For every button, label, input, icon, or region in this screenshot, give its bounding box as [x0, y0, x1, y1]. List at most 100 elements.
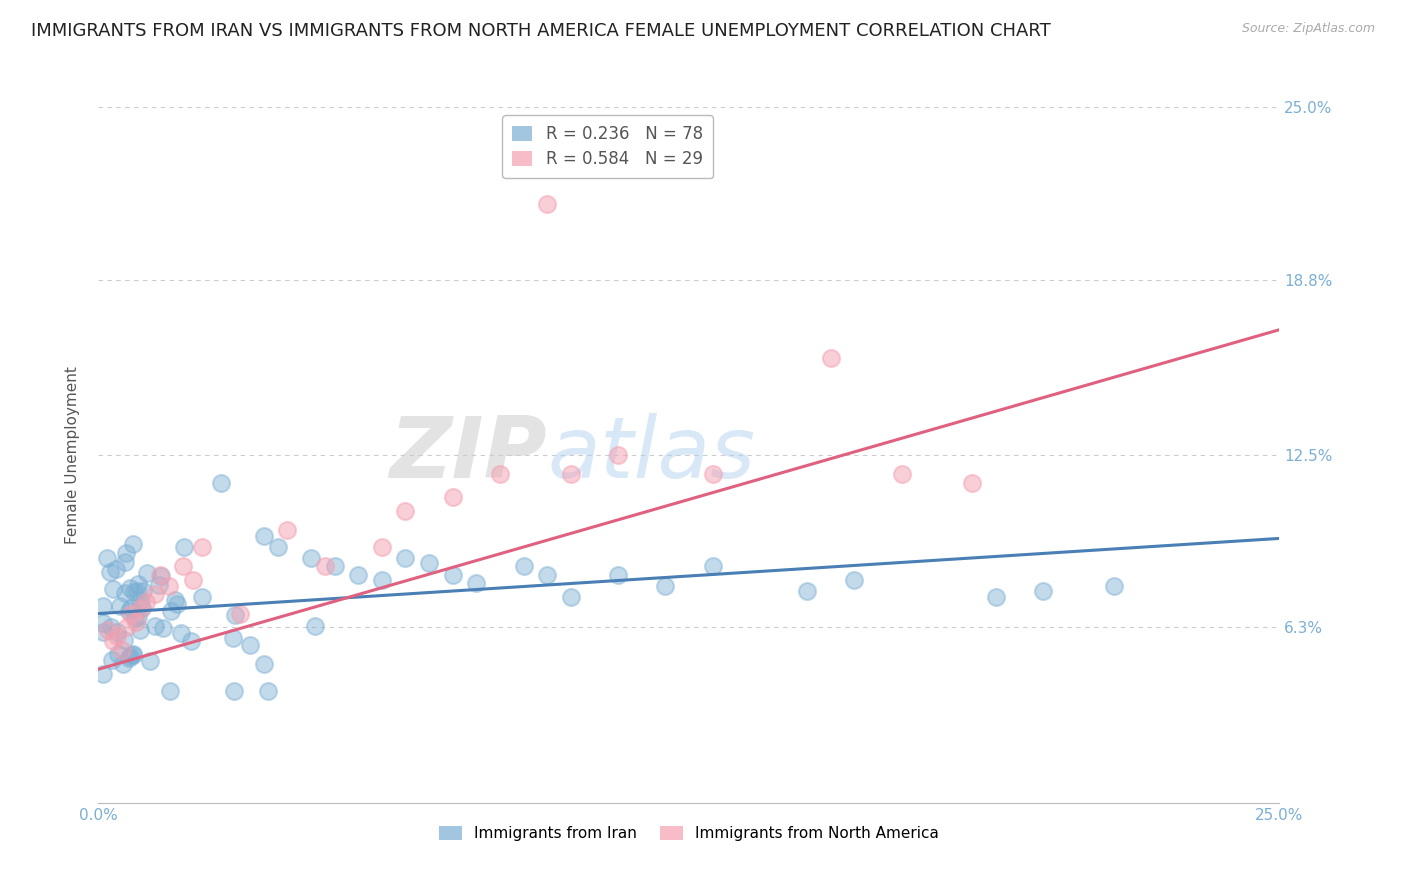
Point: [100, 620, 122, 634]
Point: [890, 467, 912, 482]
Point: [135, 595, 157, 609]
Point: [172, 559, 194, 574]
Point: [159, 684, 181, 698]
Point: [229, 607, 252, 621]
Point: [181, 573, 204, 587]
Point: [91, 625, 114, 640]
Point: [129, 601, 152, 615]
Point: [121, 648, 143, 663]
Point: [962, 475, 984, 490]
Point: [209, 475, 232, 490]
Point: [91, 615, 114, 630]
Point: [101, 653, 124, 667]
Point: [191, 540, 214, 554]
Point: [394, 550, 416, 565]
Point: [222, 631, 245, 645]
Point: [114, 555, 136, 569]
Point: [224, 684, 246, 698]
Point: [170, 626, 193, 640]
Point: [224, 608, 246, 623]
Point: [91, 599, 114, 613]
Point: [145, 619, 167, 633]
Point: [560, 467, 582, 482]
Point: [103, 582, 125, 596]
Point: [127, 577, 149, 591]
Point: [97, 624, 120, 638]
Point: [1032, 584, 1054, 599]
Point: [105, 629, 128, 643]
Point: [96, 551, 118, 566]
Point: [299, 550, 322, 565]
Point: [124, 611, 146, 625]
Point: [118, 649, 141, 664]
Point: [114, 546, 136, 560]
Point: [125, 615, 148, 629]
Point: [190, 590, 212, 604]
Point: [121, 537, 143, 551]
Point: [139, 654, 162, 668]
Point: [107, 648, 129, 662]
Point: [132, 583, 155, 598]
Point: [122, 647, 145, 661]
Point: [536, 567, 558, 582]
Point: [166, 598, 188, 612]
Point: [118, 650, 141, 665]
Y-axis label: Female Unemployment: Female Unemployment: [65, 366, 80, 544]
Point: [150, 569, 173, 583]
Point: [441, 567, 464, 582]
Point: [347, 567, 370, 582]
Point: [101, 634, 124, 648]
Point: [121, 607, 143, 621]
Point: [276, 523, 298, 537]
Text: Source: ZipAtlas.com: Source: ZipAtlas.com: [1241, 22, 1375, 36]
Point: [122, 584, 145, 599]
Point: [304, 619, 326, 633]
Point: [131, 601, 153, 615]
Point: [371, 540, 394, 554]
Text: atlas: atlas: [547, 413, 755, 497]
Point: [129, 624, 152, 638]
Point: [253, 528, 276, 542]
Point: [314, 559, 336, 574]
Point: [108, 599, 131, 614]
Point: [257, 684, 280, 698]
Point: [702, 559, 724, 574]
Point: [536, 197, 558, 211]
Point: [180, 634, 202, 648]
Point: [323, 559, 346, 574]
Point: [105, 624, 128, 639]
Point: [112, 657, 135, 671]
Point: [105, 562, 128, 576]
Point: [560, 590, 582, 604]
Point: [1102, 579, 1125, 593]
Point: [152, 621, 174, 635]
Point: [371, 573, 394, 587]
Point: [120, 600, 142, 615]
Point: [118, 582, 141, 596]
Point: [148, 578, 170, 592]
Text: ZIP: ZIP: [389, 413, 547, 497]
Point: [239, 638, 262, 652]
Point: [654, 579, 676, 593]
Point: [512, 559, 534, 574]
Point: [125, 583, 148, 598]
Point: [160, 604, 183, 618]
Point: [984, 590, 1007, 604]
Point: [702, 467, 724, 482]
Point: [98, 565, 121, 579]
Point: [163, 592, 186, 607]
Point: [465, 576, 488, 591]
Point: [115, 620, 138, 634]
Point: [820, 351, 842, 365]
Point: [418, 557, 440, 571]
Point: [796, 584, 818, 599]
Point: [127, 610, 149, 624]
Point: [111, 642, 134, 657]
Point: [117, 604, 139, 618]
Point: [173, 540, 195, 554]
Point: [91, 666, 114, 681]
Text: IMMIGRANTS FROM IRAN VS IMMIGRANTS FROM NORTH AMERICA FEMALE UNEMPLOYMENT CORREL: IMMIGRANTS FROM IRAN VS IMMIGRANTS FROM …: [31, 22, 1050, 40]
Legend: Immigrants from Iran, Immigrants from North America: Immigrants from Iran, Immigrants from No…: [433, 820, 945, 847]
Point: [489, 467, 512, 482]
Point: [129, 593, 152, 607]
